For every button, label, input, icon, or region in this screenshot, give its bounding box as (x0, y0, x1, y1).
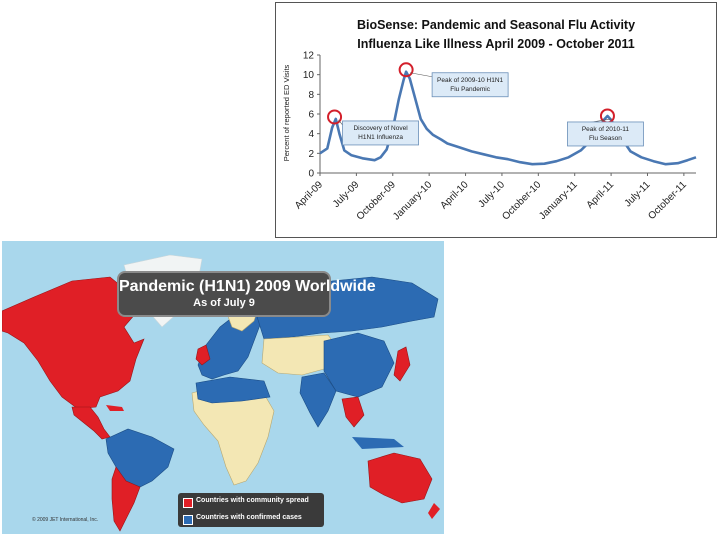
annotation-circle (398, 62, 414, 78)
legend-item-confirmed: Countries with confirmed cases (178, 513, 324, 527)
y-tick-label: 0 (308, 169, 314, 180)
x-tick-label: July-09 (331, 179, 362, 210)
legend-swatch-confirmed (183, 515, 193, 525)
x-tick-label: July-11 (623, 179, 653, 209)
x-tick-label: October-10 (500, 179, 543, 222)
indonesia-region (352, 437, 404, 449)
annotation-circle (327, 109, 343, 125)
h1n1-world-map: Pandemic (H1N1) 2009 Worldwide As of Jul… (2, 241, 444, 534)
world-map-canvas (2, 254, 440, 532)
y-tick-label: 4 (308, 129, 314, 140)
south-america-region (105, 428, 175, 488)
annotation-box (431, 72, 509, 98)
uk-region (195, 344, 211, 366)
y-axis-label: Percent of reported ED Visits (282, 64, 291, 161)
annotation-text: Flu Season (589, 135, 622, 142)
y-axis: 0 2 4 6 8 10 12 (303, 51, 321, 180)
southeast-asia-region (341, 396, 365, 428)
legend-swatch-community (183, 498, 193, 508)
map-title-box: Pandemic (H1N1) 2009 Worldwide As of Jul… (117, 271, 376, 317)
china-region (323, 332, 395, 398)
x-tick-label: July-10 (476, 179, 507, 210)
japan-region (393, 346, 411, 382)
chart-subtitle: Influenza Like Illness April 2009 - Octo… (357, 37, 634, 51)
legend-label-community: Countries with community spread (196, 497, 309, 504)
flu-activity-chart: BioSense: Pandemic and Seasonal Flu Acti… (275, 2, 717, 238)
chart-title: BioSense: Pandemic and Seasonal Flu Acti… (357, 18, 635, 32)
new-zealand-region (428, 503, 440, 519)
y-tick-label: 2 (308, 149, 314, 160)
map-title: Pandemic (H1N1) 2009 Worldwide (119, 278, 376, 295)
y-tick-label: 6 (308, 110, 314, 121)
map-copyright: © 2009 JET International, Inc. (32, 517, 99, 523)
x-tick-label: April-10 (439, 179, 471, 211)
annotation-text: Peak of 2009-10 H1N1 (437, 77, 504, 84)
annotation-text: H1N1 Influenza (358, 134, 403, 141)
chart-canvas: BioSense: Pandemic and Seasonal Flu Acti… (282, 18, 697, 222)
annotation-leader (410, 72, 433, 78)
y-tick-label: 12 (303, 51, 315, 62)
map-legend: Countries with community spread Countrie… (178, 493, 324, 527)
x-tick-label: April-09 (293, 179, 325, 211)
x-tick-label: October-11 (646, 179, 689, 222)
annotation-box (567, 121, 644, 147)
annotation-text: Flu Pandemic (450, 86, 490, 93)
annotation-text: Peak of 2010-11 (582, 126, 630, 133)
india-region (299, 372, 337, 428)
legend-label-confirmed: Countries with confirmed cases (196, 514, 302, 521)
annotation-layer: Discovery of Novel H1N1 Influenza Peak of … (327, 62, 644, 147)
legend-item-community: Countries with community spread (178, 496, 324, 510)
australia-region (367, 452, 433, 504)
y-tick-label: 8 (308, 90, 314, 101)
annotation-text: Discovery of Novel (353, 125, 408, 132)
y-tick-label: 10 (303, 70, 315, 81)
annotation-box (342, 120, 419, 146)
map-subtitle: As of July 9 (193, 297, 255, 309)
caribbean-region (106, 405, 124, 411)
central-america-region (71, 406, 111, 440)
x-tick-label: January-10 (391, 179, 434, 222)
north-africa-region (195, 376, 271, 404)
annotation-leader (338, 119, 343, 126)
x-tick-label: January-11 (537, 179, 580, 222)
x-tick-label: April-11 (585, 179, 617, 211)
southern-cone-region (111, 466, 141, 532)
